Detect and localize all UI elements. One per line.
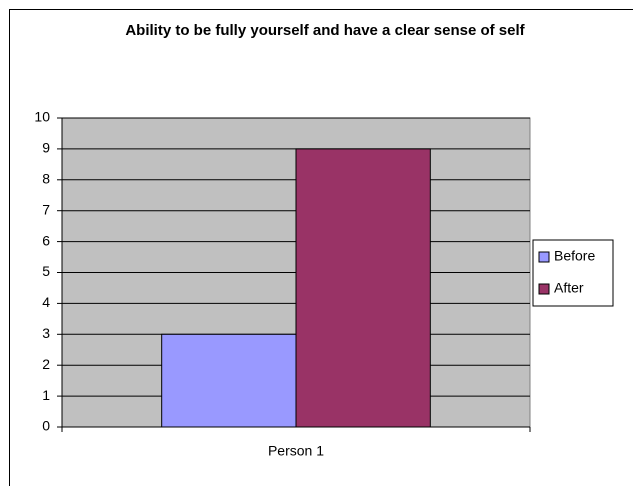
y-tick-label: 5 [42, 263, 50, 279]
chart-title: Ability to be fully yourself and have a … [125, 22, 525, 39]
y-tick-label: 0 [42, 418, 50, 434]
y-tick-label: 8 [42, 171, 50, 187]
legend-swatch [538, 283, 550, 295]
y-tick-label: 10 [34, 109, 50, 125]
y-tick-label: 7 [42, 201, 50, 217]
x-tick-label: Person 1 [268, 443, 324, 459]
legend-box [532, 239, 614, 307]
bar [161, 333, 297, 428]
y-tick-label: 9 [42, 140, 50, 156]
legend-label: Before [554, 248, 595, 264]
y-tick-label: 2 [42, 356, 50, 372]
bar [295, 148, 431, 428]
legend-swatch [538, 251, 550, 263]
y-tick-label: 3 [42, 325, 50, 341]
y-tick-label: 6 [42, 232, 50, 248]
legend-label: After [554, 280, 584, 296]
y-tick-label: 4 [42, 294, 50, 310]
y-tick-label: 1 [42, 387, 50, 403]
